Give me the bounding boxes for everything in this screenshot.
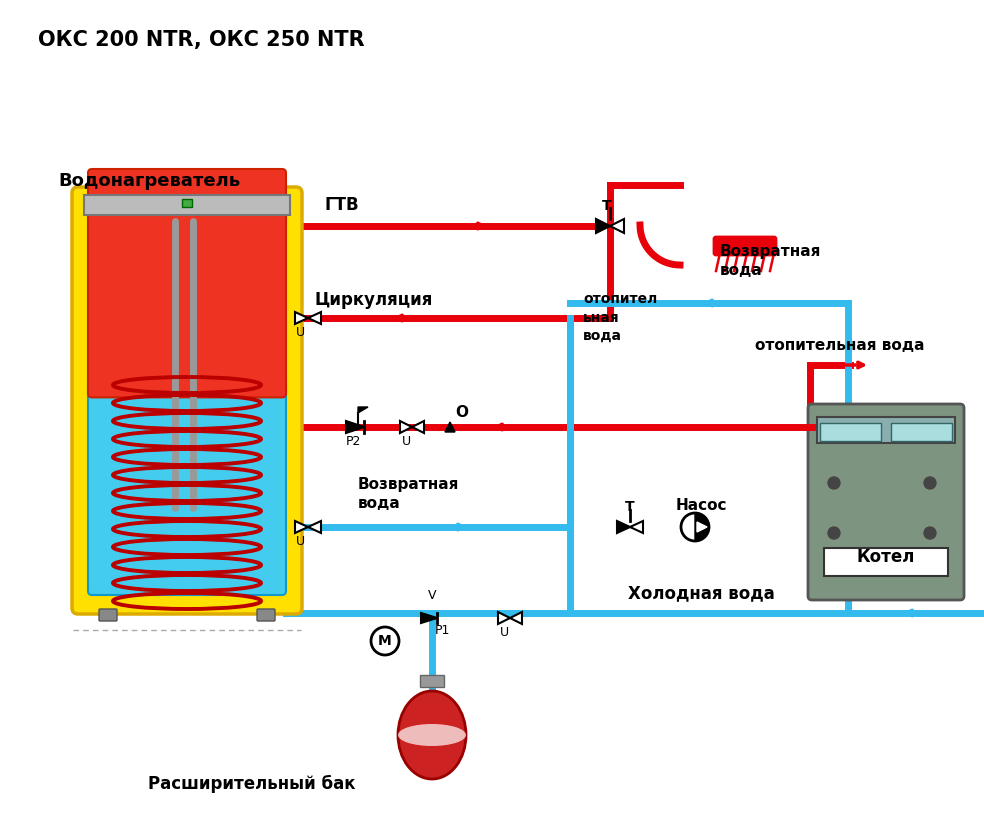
Text: отопител
ьная
вода: отопител ьная вода bbox=[583, 292, 657, 343]
Text: Насос: Насос bbox=[676, 498, 727, 513]
Polygon shape bbox=[610, 219, 624, 233]
Text: Холодная вода: Холодная вода bbox=[628, 584, 774, 602]
Text: U: U bbox=[402, 435, 411, 448]
Text: ГТВ: ГТВ bbox=[325, 196, 359, 214]
FancyBboxPatch shape bbox=[714, 237, 776, 255]
Text: T: T bbox=[625, 500, 635, 514]
Text: Циркуляция: Циркуляция bbox=[315, 291, 433, 309]
Circle shape bbox=[828, 477, 840, 489]
Polygon shape bbox=[308, 312, 321, 324]
Text: P1: P1 bbox=[435, 624, 451, 637]
Polygon shape bbox=[617, 521, 630, 533]
Text: V: V bbox=[428, 589, 436, 602]
FancyBboxPatch shape bbox=[88, 169, 286, 397]
Bar bbox=[820, 423, 881, 441]
Text: P2: P2 bbox=[346, 435, 361, 448]
Circle shape bbox=[681, 513, 709, 541]
Polygon shape bbox=[346, 421, 364, 433]
Polygon shape bbox=[421, 613, 437, 623]
FancyBboxPatch shape bbox=[808, 404, 964, 600]
Text: Возвратная
вода: Возвратная вода bbox=[358, 477, 460, 511]
Polygon shape bbox=[596, 219, 610, 233]
Ellipse shape bbox=[398, 724, 466, 746]
FancyBboxPatch shape bbox=[72, 187, 302, 614]
Text: U: U bbox=[500, 626, 509, 639]
Text: O: O bbox=[455, 405, 468, 420]
Text: Возвратная
вода: Возвратная вода bbox=[720, 244, 822, 278]
Text: U: U bbox=[296, 326, 305, 339]
Text: Водонагреватель: Водонагреватель bbox=[58, 172, 240, 190]
Circle shape bbox=[371, 627, 399, 655]
Bar bbox=[182, 199, 192, 207]
Bar bbox=[824, 548, 948, 576]
FancyBboxPatch shape bbox=[99, 609, 117, 621]
Text: Котел: Котел bbox=[857, 548, 915, 566]
Polygon shape bbox=[412, 421, 424, 433]
Polygon shape bbox=[697, 522, 707, 532]
Text: ОКС 200 NTR, ОКС 250 NTR: ОКС 200 NTR, ОКС 250 NTR bbox=[38, 30, 365, 50]
Ellipse shape bbox=[398, 691, 466, 779]
FancyBboxPatch shape bbox=[257, 609, 275, 621]
Polygon shape bbox=[400, 421, 412, 433]
Bar bbox=[891, 423, 952, 441]
Polygon shape bbox=[295, 312, 308, 324]
Polygon shape bbox=[445, 422, 455, 432]
Circle shape bbox=[924, 477, 936, 489]
Wedge shape bbox=[695, 514, 708, 540]
Text: отопительная вода: отопительная вода bbox=[755, 338, 925, 353]
Polygon shape bbox=[510, 612, 522, 624]
Bar bbox=[817, 417, 955, 443]
Polygon shape bbox=[630, 521, 643, 533]
Text: Расширительный бак: Расширительный бак bbox=[148, 775, 355, 793]
Polygon shape bbox=[358, 407, 368, 413]
Text: M: M bbox=[378, 634, 392, 648]
Polygon shape bbox=[295, 521, 308, 533]
Circle shape bbox=[924, 527, 936, 539]
Polygon shape bbox=[498, 612, 510, 624]
Text: T: T bbox=[602, 199, 612, 213]
Circle shape bbox=[828, 527, 840, 539]
Bar bbox=[420, 675, 444, 687]
Bar bbox=[84, 195, 290, 215]
Text: U: U bbox=[296, 535, 305, 548]
FancyBboxPatch shape bbox=[88, 378, 286, 595]
Polygon shape bbox=[308, 521, 321, 533]
